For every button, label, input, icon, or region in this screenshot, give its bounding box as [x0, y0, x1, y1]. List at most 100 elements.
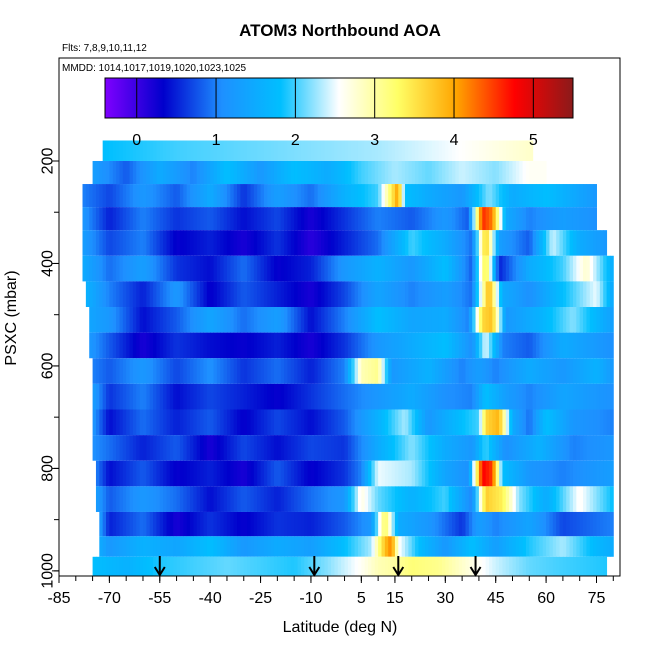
heatmap-cell [374, 140, 379, 161]
heatmap-cell [478, 281, 483, 308]
heatmap-cell [139, 536, 144, 557]
heatmap-cell [341, 409, 346, 436]
heatmap-cell [536, 281, 540, 308]
heatmap-cell [378, 536, 382, 557]
heatmap-cell [230, 511, 235, 537]
heatmap-cell [599, 435, 604, 461]
heatmap-cell [149, 184, 154, 208]
heatmap-cell [287, 460, 292, 487]
heatmap-cell [331, 160, 335, 185]
heatmap-cell [166, 184, 171, 208]
heatmap-cell [183, 184, 188, 208]
heatmap-cell [357, 255, 362, 282]
heatmap-cell [391, 409, 396, 436]
heatmap-cell [267, 511, 272, 537]
heatmap-cell [354, 435, 359, 461]
heatmap-cell [445, 556, 450, 576]
heatmap-cell [381, 255, 386, 282]
heatmap-cell [213, 460, 218, 487]
heatmap-cell [136, 140, 141, 161]
heatmap-cell [263, 184, 268, 208]
heatmap-cell [179, 230, 184, 256]
heatmap-cell [475, 307, 480, 333]
y-tick-label: 600 [40, 352, 57, 379]
heatmap-cell [566, 207, 571, 231]
heatmap-cell [243, 230, 248, 256]
heatmap-cell [190, 255, 194, 282]
heatmap-cell [593, 511, 597, 537]
heatmap-cell [502, 358, 507, 384]
heatmap-cell [599, 556, 604, 576]
heatmap-cell [455, 536, 460, 557]
heatmap-cell [257, 383, 262, 410]
heatmap-cell [415, 460, 419, 487]
heatmap-cell [593, 556, 597, 576]
heatmap-cell [139, 409, 144, 436]
heatmap-cell [603, 307, 608, 333]
heatmap-cell [519, 281, 524, 308]
heatmap-cell [408, 511, 413, 537]
heatmap-cell [405, 184, 409, 208]
heatmap-cell [109, 184, 114, 208]
heatmap-cell [462, 511, 466, 537]
heatmap-cell [532, 358, 537, 384]
heatmap-cell [324, 332, 329, 359]
heatmap-cell [126, 511, 131, 537]
heatmap-cell [95, 230, 100, 256]
heatmap-cell [159, 556, 164, 576]
heatmap-cell [401, 207, 406, 231]
heatmap-cell [515, 409, 520, 436]
heatmap-cell [589, 207, 594, 231]
heatmap-cell [583, 332, 587, 359]
heatmap-cell [606, 332, 611, 359]
heatmap-cell [156, 332, 161, 359]
heatmap-cell [536, 556, 540, 576]
heatmap-cell [499, 307, 503, 333]
heatmap-cell [341, 460, 346, 487]
heatmap-cell [334, 140, 339, 161]
heatmap-cell [250, 536, 255, 557]
heatmap-cell [146, 435, 151, 461]
heatmap-cell [153, 556, 157, 576]
heatmap-cell [129, 160, 134, 185]
heatmap-cell [374, 460, 379, 487]
heatmap-cell [347, 207, 352, 231]
heatmap-cell [593, 536, 597, 557]
heatmap-cell [129, 486, 134, 512]
heatmap-cell [247, 255, 251, 282]
heatmap-cell [596, 536, 601, 557]
heatmap-cell [415, 536, 419, 557]
heatmap-cell [374, 409, 379, 436]
heatmap-cell [421, 409, 426, 436]
heatmap-cell [240, 332, 245, 359]
heatmap-cell [425, 383, 430, 410]
heatmap-cell [317, 307, 322, 333]
heatmap-cell [126, 140, 131, 161]
heatmap-cell [119, 255, 124, 282]
heatmap-cell [149, 281, 154, 308]
heatmap-cell [391, 486, 396, 512]
heatmap-cell [169, 255, 174, 282]
heatmap-cell [321, 435, 325, 461]
heatmap-cell [458, 140, 463, 161]
heatmap-cell [284, 281, 288, 308]
heatmap-cell [505, 255, 510, 282]
heatmap-cell [314, 307, 319, 333]
heatmap-cell [166, 332, 171, 359]
heatmap-cell [394, 207, 399, 231]
heatmap-cell [116, 160, 120, 185]
heatmap-cell [321, 556, 325, 576]
heatmap-cell [136, 536, 141, 557]
heatmap-cell [290, 486, 295, 512]
heatmap-cell [351, 409, 356, 436]
y-tick-label: 400 [40, 250, 57, 277]
heatmap-cell [478, 160, 483, 185]
heatmap-cell [233, 307, 238, 333]
heatmap-cell [341, 383, 346, 410]
heatmap-cell [485, 536, 490, 557]
heatmap-cell [213, 281, 218, 308]
heatmap-cell [522, 255, 527, 282]
heatmap-cell [132, 383, 137, 410]
heatmap-cell [391, 332, 396, 359]
heatmap-cell [586, 486, 591, 512]
